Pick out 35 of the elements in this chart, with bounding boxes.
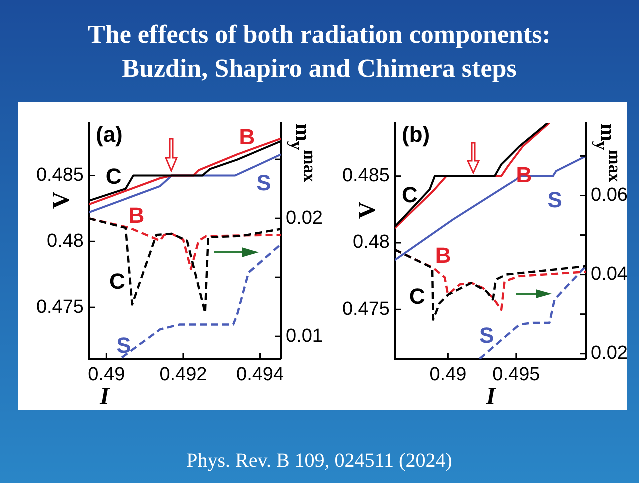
- series-label: S: [256, 170, 272, 196]
- y-axis-title: V: [48, 192, 76, 210]
- y-axis-title: V: [354, 202, 382, 219]
- x-tick-label: 0.494: [236, 364, 284, 386]
- text: Phys. Rev. B 109, 024511 (2024): [186, 450, 454, 473]
- series-label: S: [548, 187, 562, 212]
- x-tick-label: 0.49: [88, 364, 126, 386]
- y2-tick-label: 0.02: [591, 343, 628, 364]
- y2-tick-label: 0.01: [286, 326, 323, 347]
- y-tick-label: 0.48: [353, 232, 390, 254]
- line-series: [478, 265, 586, 359]
- series-label: C: [109, 268, 126, 294]
- annotation: (b): [402, 122, 430, 147]
- series-label: B: [128, 203, 145, 228]
- y2-tick-label: 0.06: [591, 184, 628, 206]
- x-tick-label: 0.492: [160, 364, 208, 386]
- series-label: B: [239, 124, 256, 150]
- y-tick-label: 0.475: [342, 298, 390, 320]
- x-tick-label: 0.495: [492, 364, 540, 386]
- series-label: C: [402, 182, 418, 208]
- series-label: C: [106, 164, 122, 189]
- y-tick-label: 0.485: [36, 164, 84, 186]
- series-label: S: [480, 323, 494, 348]
- x-tick-label: 0.49: [430, 364, 467, 386]
- series-label: C: [409, 284, 426, 309]
- series-label: S: [116, 332, 132, 358]
- y2-tick-label: 0.02: [286, 208, 323, 229]
- chart-title: The effects of both radiation components: Buzdin, Shapiro and Chimera steps: [87, 19, 552, 85]
- x-axis-title: I: [486, 384, 496, 410]
- x-axis-title: I: [100, 384, 110, 410]
- annotation: (a): [96, 122, 123, 147]
- series-label: B: [435, 243, 452, 268]
- y-tick-label: 0.48: [47, 230, 84, 252]
- y-tick-label: 0.475: [36, 296, 84, 318]
- y-tick-label: 0.485: [342, 166, 390, 187]
